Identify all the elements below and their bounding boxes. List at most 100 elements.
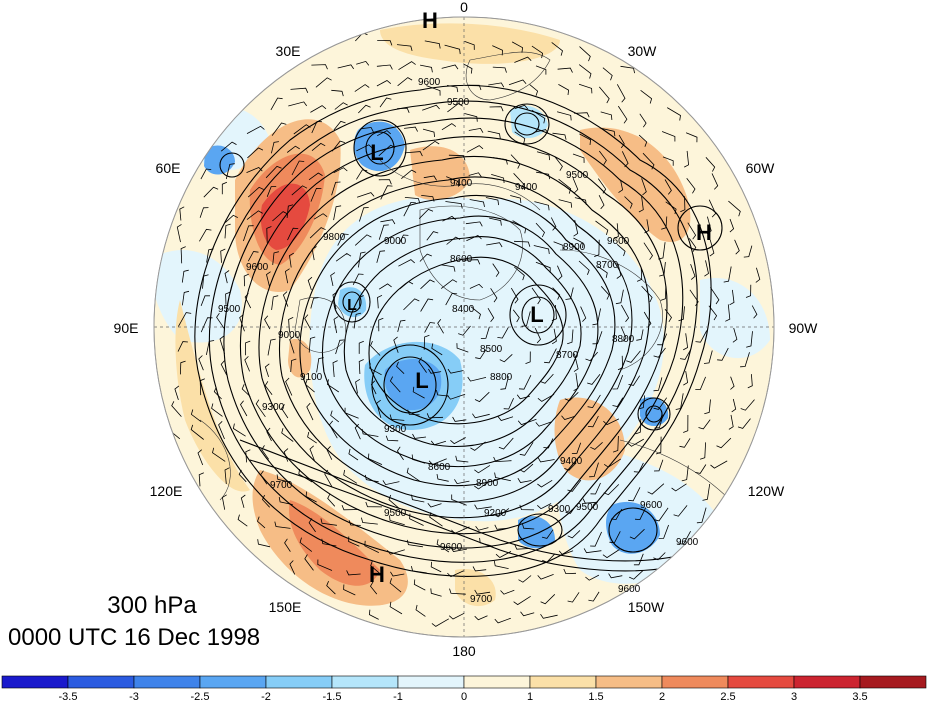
wind-barb <box>309 445 315 461</box>
wind-barb <box>221 494 227 510</box>
wind-barb <box>499 354 513 363</box>
wind-barb <box>396 361 405 374</box>
wind-barb <box>379 97 392 108</box>
wind-barb <box>589 462 599 478</box>
wind-barb <box>429 512 443 527</box>
wind-barb <box>571 442 582 454</box>
height-contour <box>278 176 633 503</box>
wind-barb <box>464 113 478 122</box>
closed-contour <box>353 119 407 177</box>
wind-barb <box>514 544 530 550</box>
colorbar-box <box>67 675 135 689</box>
wind-barb <box>536 171 551 180</box>
wind-barb <box>551 42 563 56</box>
lon-label-30e: 30E <box>276 43 301 59</box>
closed-contour <box>333 281 371 323</box>
wind-barb <box>729 218 735 233</box>
wind-barb <box>240 494 246 508</box>
wind-barb <box>518 575 532 583</box>
lon-label-180: 180 <box>452 643 476 659</box>
wind-barb <box>472 566 487 572</box>
wind-barb <box>536 151 550 161</box>
wind-barb <box>514 104 529 110</box>
high-center: H <box>369 562 385 587</box>
wind-barb <box>406 467 421 482</box>
wind-barb <box>356 60 370 66</box>
wind-barb <box>558 84 570 96</box>
wind-barb <box>540 613 558 619</box>
wind-barb <box>653 552 666 561</box>
wind-barb <box>288 101 308 107</box>
wind-barb <box>595 220 609 236</box>
wind-barb <box>200 317 213 333</box>
colorbar-label: 1 <box>527 691 533 702</box>
closed-contour <box>514 112 540 136</box>
wind-barb <box>497 416 514 421</box>
wind-barb <box>455 455 469 463</box>
wind-barb <box>534 201 550 211</box>
wind-barb <box>311 246 317 261</box>
contour-label: 9700 <box>270 480 293 491</box>
wind-barb <box>401 169 417 180</box>
wind-barb <box>475 525 489 531</box>
contour-label: 9600 <box>418 77 441 88</box>
wind-barb <box>430 561 442 573</box>
wind-barb <box>514 266 525 281</box>
wind-barb <box>698 419 711 430</box>
wind-barb <box>333 120 346 131</box>
wind-barb <box>480 326 490 339</box>
wind-barb <box>446 393 466 400</box>
wind-barb <box>396 446 404 461</box>
colorbar-label: -1 <box>393 691 403 702</box>
wind-barb <box>370 581 378 595</box>
wind-barb <box>206 340 215 355</box>
wind-barb <box>629 570 644 580</box>
wind-barb <box>331 181 341 196</box>
wind-barb <box>617 355 624 371</box>
wind-barb <box>360 127 374 133</box>
wind-barb <box>224 223 231 239</box>
wind-barb <box>364 474 379 483</box>
wind-barb <box>535 261 551 273</box>
wind-barb <box>246 167 263 173</box>
wind-barb <box>567 479 582 492</box>
coastline-layer <box>199 51 731 501</box>
wind-barb <box>497 327 509 339</box>
low-center: L <box>530 302 543 327</box>
wind-barb <box>281 428 294 442</box>
wind-barb <box>378 144 396 157</box>
wind-barb <box>307 276 313 291</box>
wind-barb <box>346 570 361 576</box>
wind-barb <box>573 353 579 372</box>
closed-contour <box>517 513 563 547</box>
wind-barb <box>266 226 272 243</box>
wind-barb <box>517 477 532 483</box>
contour-label: 8900 <box>563 242 586 253</box>
wind-barb <box>537 503 552 510</box>
wind-barb <box>246 210 263 220</box>
wind-barb <box>313 213 328 220</box>
wind-barb <box>385 435 399 442</box>
wind-barb <box>641 178 647 196</box>
colorbar-box <box>133 675 201 689</box>
wind-barb <box>285 377 293 396</box>
wind-barb <box>271 122 287 136</box>
wind-barb <box>725 304 731 322</box>
wind-barb <box>304 314 312 330</box>
wind-barb <box>404 126 418 132</box>
wind-barb <box>699 442 706 460</box>
wind-barb <box>430 588 442 597</box>
wind-barb <box>291 185 308 196</box>
wind-barb <box>247 251 259 262</box>
wind-barb <box>533 245 550 255</box>
wind-barb <box>202 274 209 289</box>
wind-barb <box>574 197 587 206</box>
wind-barb <box>556 111 572 121</box>
wind-barb <box>620 65 635 74</box>
wind-barb <box>553 241 564 251</box>
wind-barb <box>389 601 403 615</box>
wind-barb <box>597 266 608 278</box>
wind-barb <box>447 570 464 578</box>
wind-barb <box>220 141 237 152</box>
contour-label: 9300 <box>384 424 407 435</box>
